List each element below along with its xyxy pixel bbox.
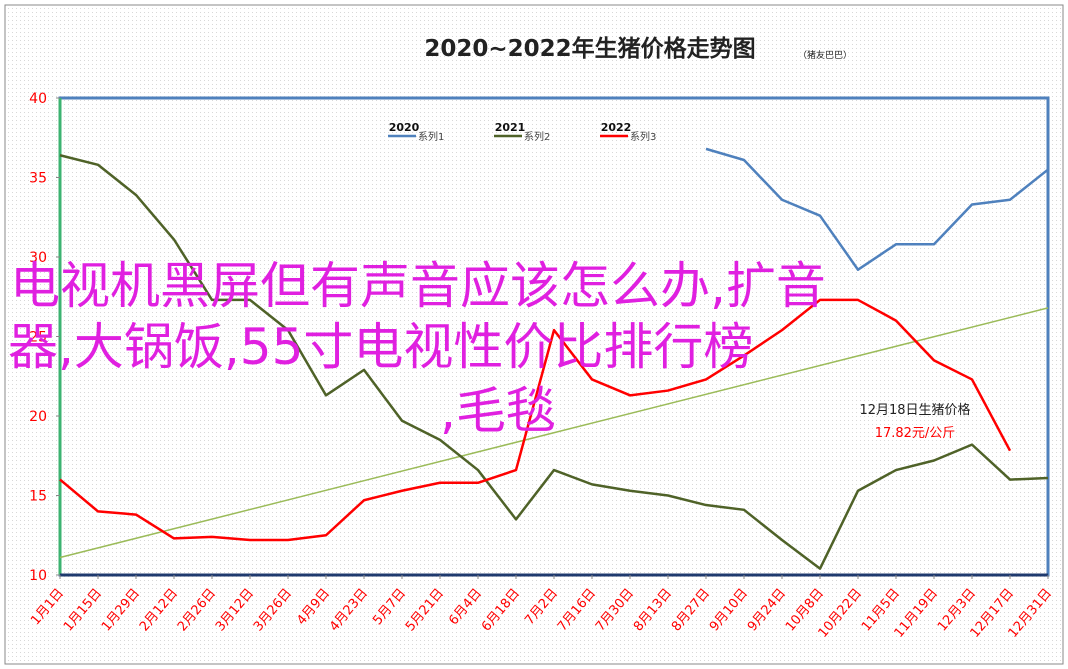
overlay-line: ,毛毯 — [440, 382, 556, 440]
chart-title: 2020~2022年生猪价格走势图 — [424, 35, 755, 62]
y-tick-label: 30 — [29, 250, 47, 266]
overlay-line: 电视机黑屏但有声音应该怎么办,扩音 — [10, 257, 826, 315]
legend-name: 2020 — [389, 121, 420, 134]
trendline — [59, 307, 1049, 559]
series-line — [59, 298, 1012, 542]
series-line — [705, 147, 1049, 271]
legend-name: 2021 — [495, 121, 526, 134]
y-tick-label: 20 — [29, 409, 47, 425]
chart-subtitle: （猪友巴巴） — [798, 49, 852, 61]
y-tick-label: 10 — [29, 568, 47, 584]
overlay: 电视机黑屏但有声音应该怎么办,扩音 器,大锅饭,55寸电视性价比排行榜 ,毛毯 — [8, 257, 826, 440]
annotation-value: 17.82元/公斤 — [875, 426, 956, 441]
legend-label: 系列2 — [524, 130, 550, 143]
overlay-line: 器,大锅饭,55寸电视性价比排行榜 — [8, 318, 753, 376]
legend-label: 系列3 — [630, 130, 656, 143]
y-tick-label: 40 — [29, 91, 47, 107]
y-tick-label: 35 — [29, 171, 47, 187]
series-line — [59, 154, 1049, 570]
legend-label: 系列1 — [418, 130, 444, 143]
y-tick-label: 25 — [29, 330, 47, 346]
legend-name: 2022 — [601, 121, 632, 134]
y-tick-label: 15 — [29, 489, 47, 505]
chart-texture — [5, 5, 1063, 664]
annotation-title: 12月18日生猪价格 — [859, 402, 970, 418]
